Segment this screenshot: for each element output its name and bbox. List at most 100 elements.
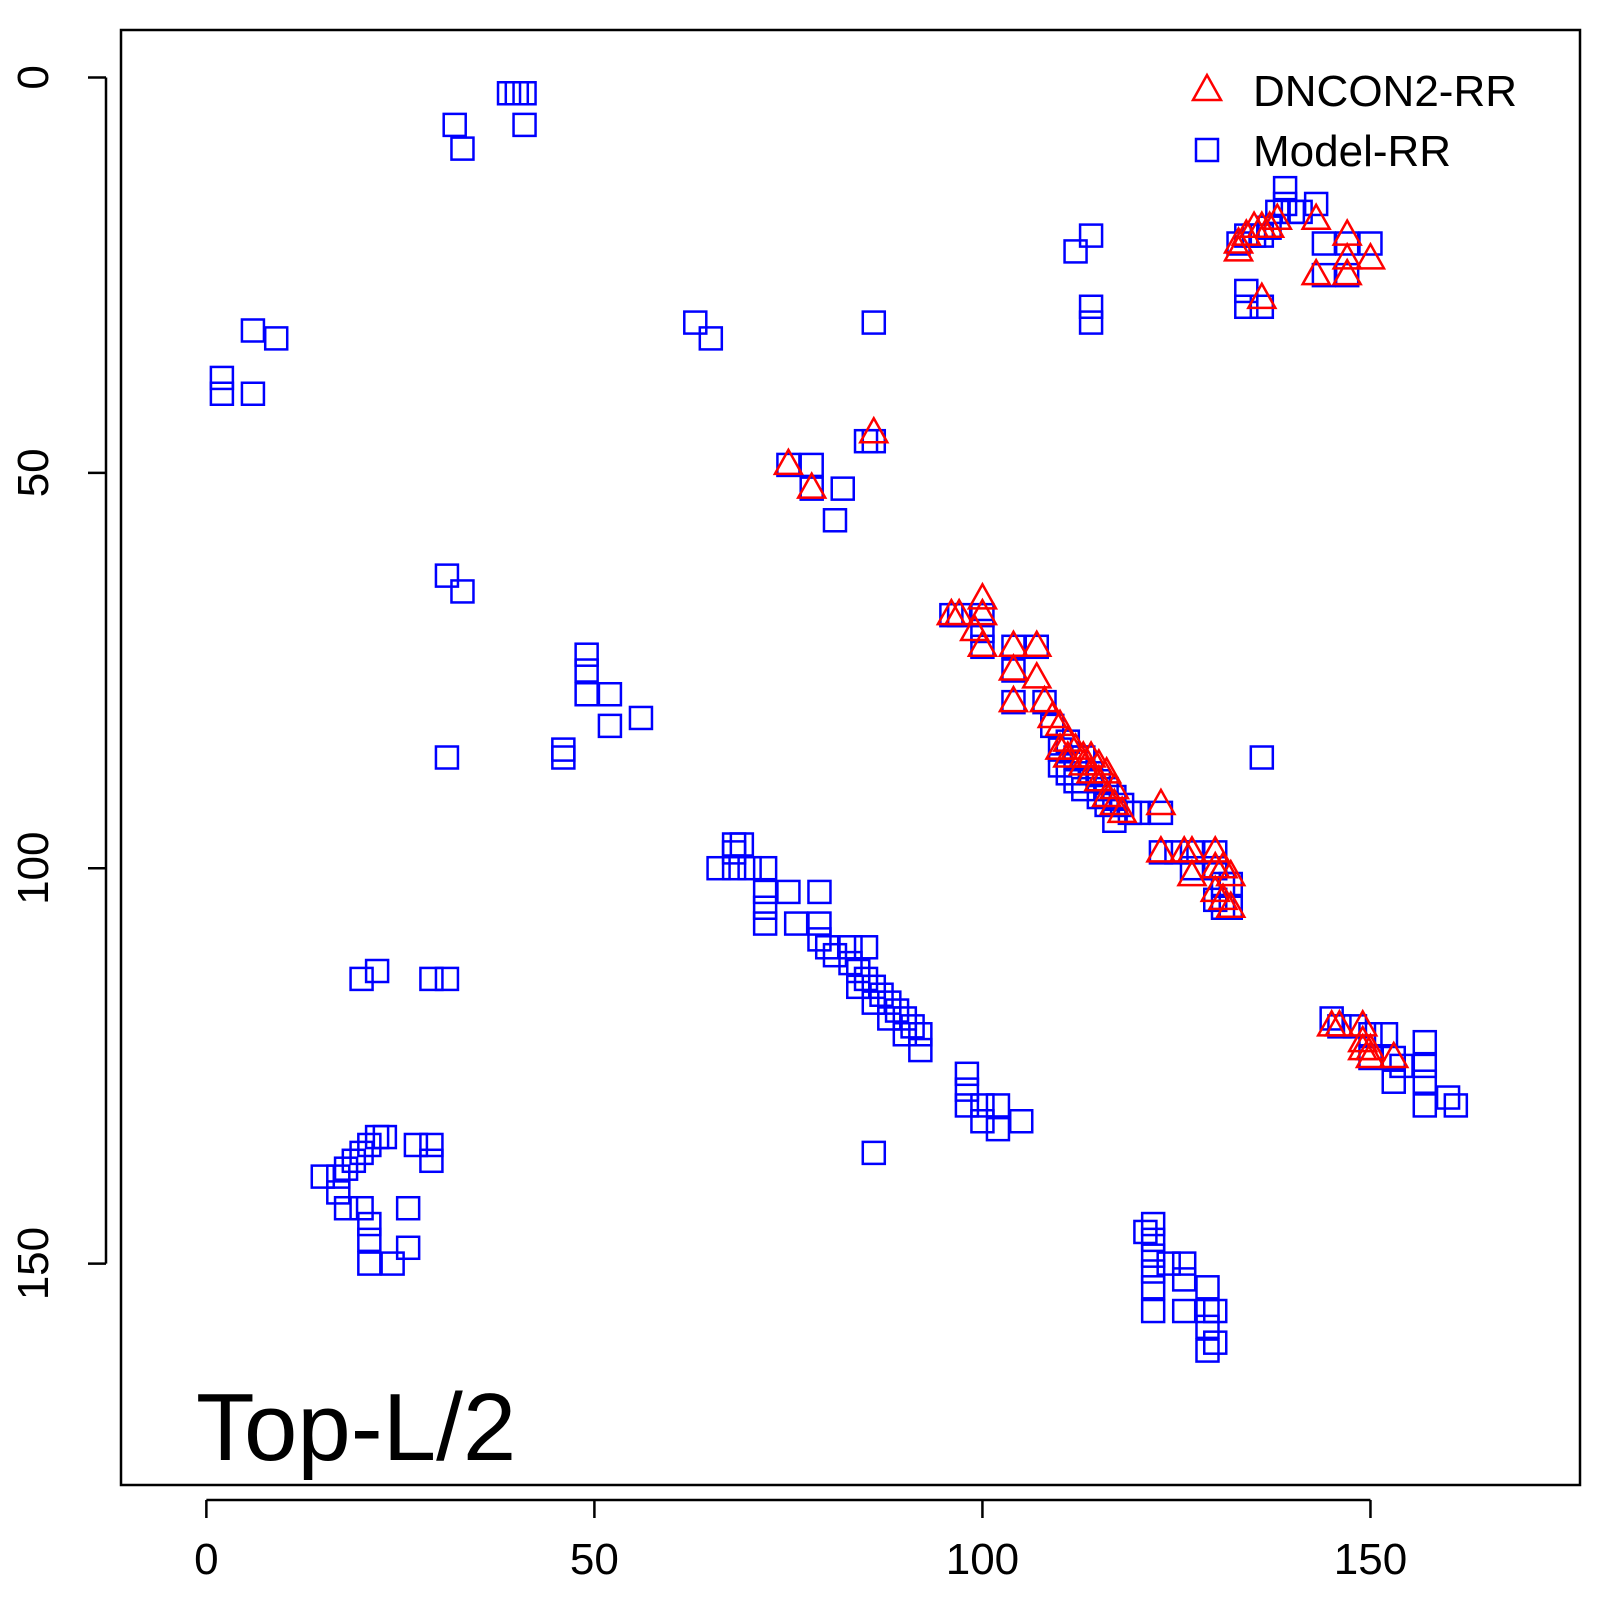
legend-square-icon <box>1194 137 1220 163</box>
x-tick-label: 0 <box>194 1535 218 1584</box>
model-rr-point <box>954 1093 980 1118</box>
model-rr-point <box>1140 1275 1166 1300</box>
model-rr-point <box>574 642 599 667</box>
model-rr-point <box>326 1164 351 1189</box>
model-rr-point <box>1412 1029 1438 1055</box>
dncon2-rr-point <box>943 597 975 626</box>
model-rr-point <box>1272 175 1298 201</box>
model-rr-point <box>1063 239 1088 264</box>
model-rr-point <box>357 1251 382 1276</box>
model-rr-point <box>970 1109 995 1134</box>
model-rr-point <box>1032 689 1057 715</box>
model-rr-point <box>892 1022 918 1047</box>
legend: DNCON2-RR Model-RR <box>1190 67 1517 176</box>
model-rr-point <box>799 476 824 501</box>
model-rr-point <box>729 832 755 857</box>
model-rr-point <box>861 974 887 1000</box>
dncon2-rr-point <box>1354 241 1387 270</box>
x-tick-label: 50 <box>570 1535 619 1584</box>
model-rr-point <box>706 855 731 881</box>
model-rr-point <box>263 326 289 351</box>
model-rr-point <box>349 966 374 992</box>
model-rr-point <box>357 1227 382 1253</box>
dncon2-rr-point <box>1021 660 1053 689</box>
model-rr-point <box>970 1093 995 1118</box>
y-tick-label: 150 <box>9 1227 58 1300</box>
model-rr-point <box>752 895 778 920</box>
model-rr-point <box>341 1148 367 1174</box>
model-rr-point <box>597 681 623 707</box>
dncon2-rr-point <box>1083 763 1115 792</box>
model-rr-point <box>1008 1109 1034 1134</box>
model-rr-point <box>1140 1259 1166 1284</box>
model-rr-point <box>450 136 475 161</box>
legend-triangle-icon <box>1190 72 1224 102</box>
model-rr-point <box>240 381 266 406</box>
model-rr-point <box>807 879 832 905</box>
model-rr-point <box>970 602 995 628</box>
model-rr-point <box>403 1132 429 1158</box>
model-rr-point <box>364 958 390 984</box>
dncon2-rr-point <box>1145 787 1177 816</box>
model-rr-point <box>628 705 654 731</box>
model-rr-point <box>1171 1251 1197 1276</box>
model-rr-point <box>419 966 444 992</box>
model-rr-point <box>434 966 460 992</box>
plot-frame <box>119 28 1582 1487</box>
model-rr-point <box>419 1148 444 1174</box>
model-rr-point <box>683 310 708 335</box>
model-rr-point <box>776 452 801 478</box>
dncon2-rr-point <box>966 629 999 658</box>
dncon2-rr-point <box>997 652 1030 681</box>
model-rr-point <box>419 1132 444 1158</box>
model-rr-point <box>442 112 467 138</box>
y-tick-label: 50 <box>9 448 58 497</box>
model-rr-point <box>240 318 266 343</box>
model-rr-point <box>853 935 879 960</box>
y-tick-label: 100 <box>9 831 58 904</box>
model-rr-point <box>814 935 840 960</box>
model-rr-point <box>395 1235 421 1261</box>
model-rr-point <box>822 942 848 968</box>
legend-label: Model-RR <box>1253 127 1451 176</box>
model-rr-point <box>1195 1314 1220 1340</box>
model-rr-point <box>900 1014 925 1039</box>
y-tick-label: 0 <box>9 65 58 89</box>
model-rr-point <box>752 911 778 936</box>
model-rr-series <box>209 81 1469 1363</box>
x-axis: 0 50 100 150 <box>194 1498 1407 1584</box>
model-rr-point <box>737 855 762 881</box>
legend-label: DNCON2-RR <box>1253 67 1517 116</box>
model-rr-point <box>846 958 871 984</box>
model-rr-point <box>1156 1251 1181 1276</box>
dncon2-rr-point <box>1199 834 1231 863</box>
model-rr-point <box>551 745 576 770</box>
model-rr-point <box>1272 191 1298 217</box>
model-rr-point <box>1381 1069 1406 1094</box>
model-rr-point <box>380 1251 405 1276</box>
model-rr-point <box>372 1124 398 1150</box>
dncon2-rr-point <box>1028 684 1061 713</box>
model-rr-point <box>946 602 972 628</box>
model-rr-point <box>853 966 879 992</box>
model-rr-point <box>1179 855 1205 881</box>
dncon2-rr-point <box>1230 218 1262 246</box>
model-rr-point <box>1311 262 1337 288</box>
model-rr-point <box>574 658 599 683</box>
model-rr-point <box>822 508 848 533</box>
dncon2-rr-point <box>796 471 828 499</box>
model-rr-point <box>1024 634 1050 660</box>
model-rr-point <box>838 935 863 960</box>
model-rr-point <box>1148 840 1174 865</box>
model-rr-point <box>861 1140 887 1166</box>
model-rr-point <box>830 476 855 501</box>
dncon2-rr-point <box>1021 629 1053 658</box>
model-rr-point <box>1303 191 1329 217</box>
model-rr-point <box>807 911 832 936</box>
model-rr-point <box>838 950 863 976</box>
model-rr-point <box>1001 658 1026 683</box>
model-rr-point <box>450 579 475 604</box>
model-rr-point <box>1203 1298 1228 1324</box>
y-axis: 0 50 100 150 <box>9 65 108 1300</box>
model-rr-point <box>954 1061 980 1087</box>
